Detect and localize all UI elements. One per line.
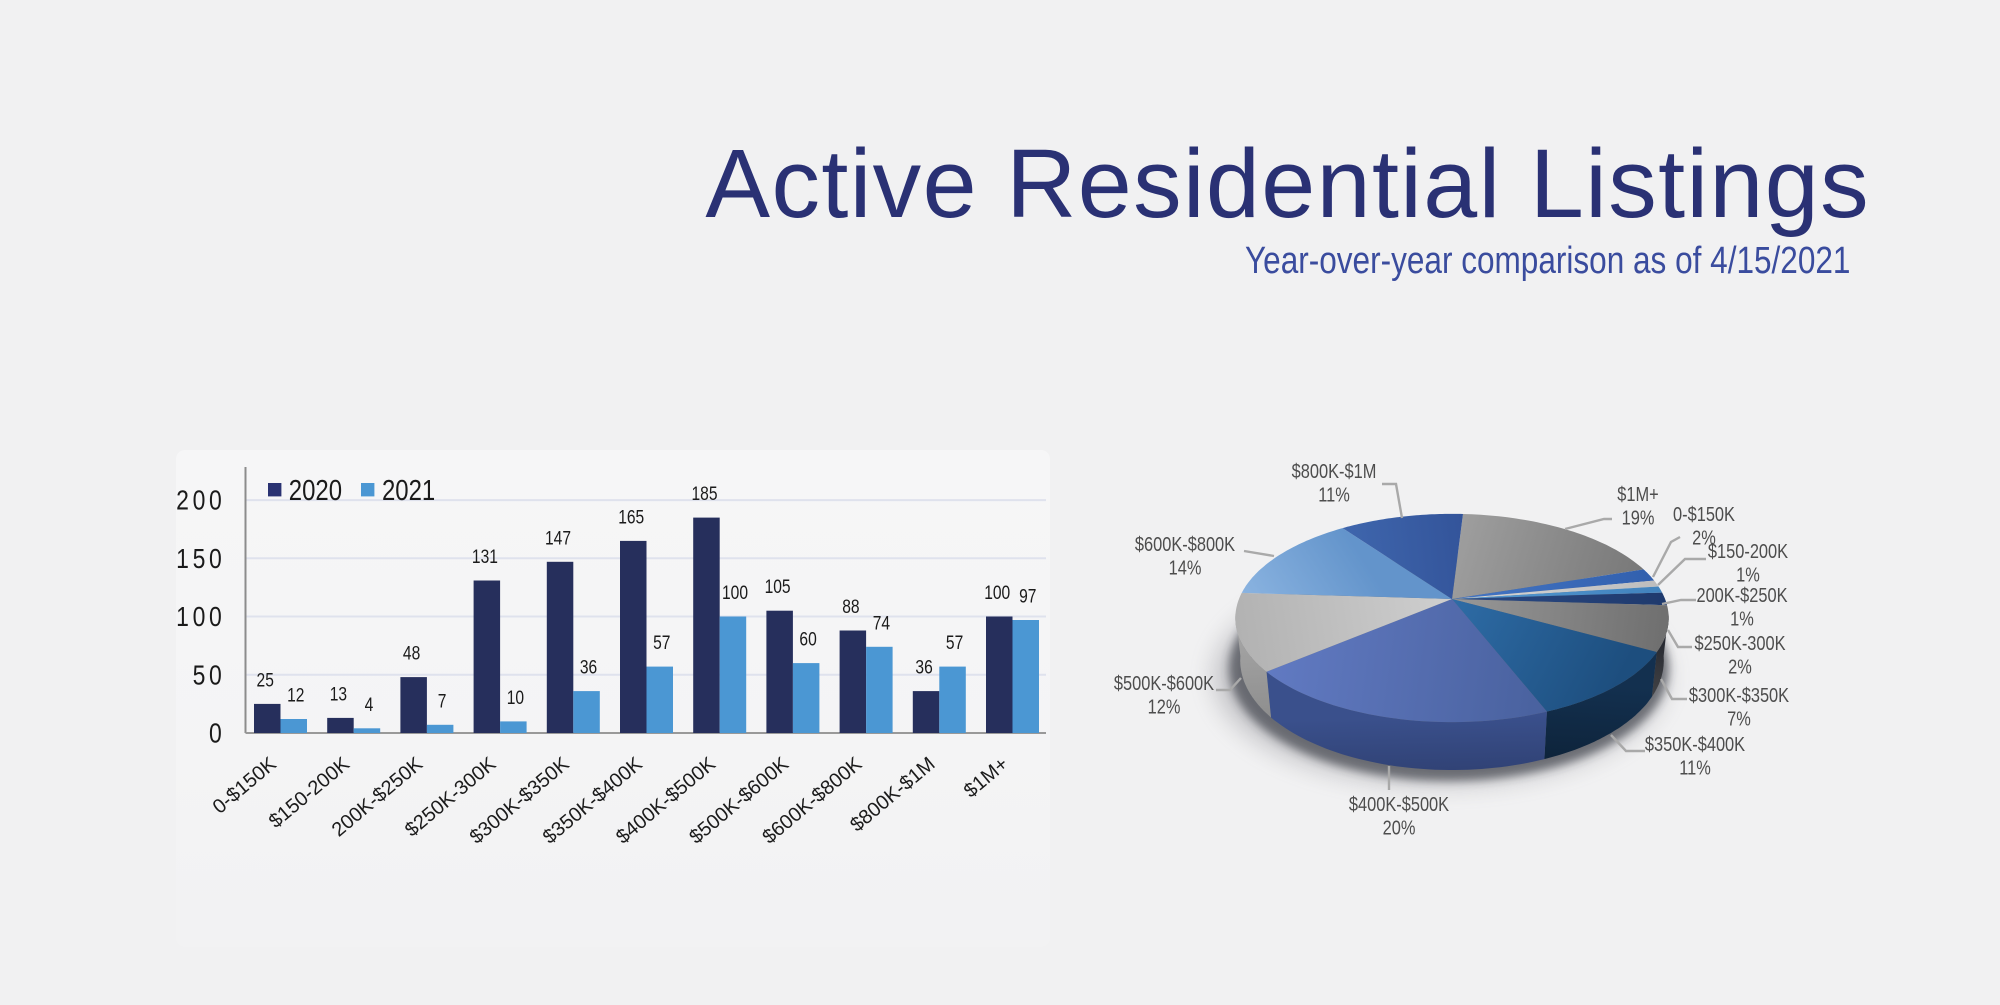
svg-text:12%: 12% [1148,695,1181,718]
svg-text:200: 200 [176,486,225,517]
svg-text:19%: 19% [1622,506,1655,529]
svg-text:57: 57 [946,631,963,653]
svg-text:$300K-$350K: $300K-$350K [1689,684,1789,707]
svg-text:$500K-$600K: $500K-$600K [1114,672,1214,695]
svg-text:36: 36 [915,656,933,678]
svg-text:$250K-300K: $250K-300K [1694,632,1785,655]
svg-text:1%: 1% [1736,563,1760,586]
svg-text:11%: 11% [1318,483,1350,506]
svg-text:0-$150K: 0-$150K [1673,503,1735,526]
svg-text:10: 10 [507,686,525,708]
svg-text:$800K-$1M: $800K-$1M [1292,460,1377,483]
svg-text:74: 74 [873,612,891,634]
svg-text:1%: 1% [1730,607,1754,630]
svg-text:2%: 2% [1728,655,1752,678]
svg-text:105: 105 [765,576,791,598]
svg-text:11%: 11% [1679,756,1711,779]
svg-text:$600K-$800K: $600K-$800K [1135,533,1235,556]
svg-text:57: 57 [653,631,670,653]
svg-text:4: 4 [365,693,374,715]
svg-text:$350K-$400K: $350K-$400K [1645,733,1745,756]
svg-text:12: 12 [287,684,304,706]
svg-text:$400K-$500K: $400K-$500K [1349,793,1449,816]
svg-text:7%: 7% [1727,707,1751,730]
svg-text:150: 150 [176,544,225,575]
svg-text:20%: 20% [1383,816,1416,839]
svg-text:2020: 2020 [289,474,342,506]
svg-text:0: 0 [209,719,225,750]
svg-text:185: 185 [691,482,717,504]
svg-text:2%: 2% [1692,526,1716,549]
svg-text:14%: 14% [1169,556,1202,579]
svg-text:88: 88 [842,595,860,617]
svg-text:97: 97 [1019,585,1036,607]
svg-text:48: 48 [403,642,421,664]
svg-text:$1M+: $1M+ [1617,483,1658,506]
svg-text:100: 100 [722,581,748,603]
svg-text:165: 165 [618,506,644,528]
svg-text:131: 131 [472,545,498,567]
svg-text:36: 36 [580,656,598,678]
svg-text:200K-$250K: 200K-$250K [1696,584,1787,607]
svg-text:2021: 2021 [382,474,435,506]
svg-text:7: 7 [438,690,447,712]
svg-text:100: 100 [176,602,225,633]
svg-text:13: 13 [330,683,348,705]
svg-text:100: 100 [984,581,1010,603]
svg-text:25: 25 [257,669,275,691]
svg-text:60: 60 [799,628,817,650]
svg-text:147: 147 [545,527,571,549]
svg-text:$150-200K: $150-200K [1708,540,1788,563]
svg-text:50: 50 [193,660,226,691]
